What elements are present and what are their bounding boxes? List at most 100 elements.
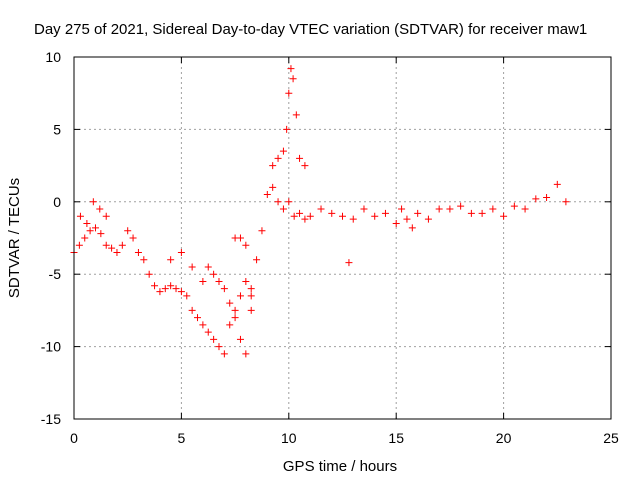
data-point (118, 241, 126, 249)
data-point (403, 215, 411, 223)
series-secondary-trace (167, 248, 255, 314)
data-point (210, 335, 218, 343)
chart-title: Day 275 of 2021, Sidereal Day-to-day VTE… (34, 21, 587, 38)
data-point (510, 202, 518, 210)
data-point (199, 321, 207, 329)
data-point (226, 321, 234, 329)
data-point (199, 277, 207, 285)
data-point (360, 205, 368, 213)
data-point (215, 277, 223, 285)
data-point (129, 234, 137, 242)
grid (74, 57, 611, 419)
data-point (301, 215, 309, 223)
data-point (145, 270, 153, 278)
x-tick-label: 20 (496, 430, 512, 446)
data-point (247, 306, 255, 314)
data-point (75, 241, 83, 249)
data-point (242, 350, 250, 358)
series-spike (269, 65, 309, 170)
data-point (183, 292, 191, 300)
data-point (204, 328, 212, 336)
data-point (86, 227, 94, 235)
data-point (97, 230, 105, 238)
data-point (96, 205, 104, 213)
data-point (188, 306, 196, 314)
plot-frame (73, 56, 612, 420)
y-axis-label: SDTVAR / TECUs (6, 178, 23, 298)
data-point (161, 285, 169, 293)
data-point (156, 288, 164, 296)
data-point (446, 205, 454, 213)
data-point (231, 306, 239, 314)
data-point (289, 75, 297, 83)
x-tick-label: 10 (281, 430, 297, 446)
data-point (204, 263, 212, 271)
data-point (279, 205, 287, 213)
data-point (220, 285, 228, 293)
data-point (292, 111, 300, 119)
data-point (414, 209, 422, 217)
data-point (113, 248, 121, 256)
data-point (263, 191, 271, 199)
data-point (285, 89, 293, 97)
data-point (381, 209, 389, 217)
data-point (274, 154, 282, 162)
data-point (102, 212, 110, 220)
y-tick-label: -10 (41, 339, 61, 355)
data-point (285, 198, 293, 206)
data-point (457, 202, 465, 210)
data-point (236, 335, 244, 343)
data-point (301, 162, 309, 170)
data-point (392, 220, 400, 228)
data-point (328, 209, 336, 217)
data-point (435, 205, 443, 213)
data-point (306, 212, 314, 220)
data-point (83, 220, 91, 228)
data-point (532, 195, 540, 203)
series-isolated (345, 259, 353, 267)
data-point (210, 270, 218, 278)
data-point (236, 234, 244, 242)
axis-ticks: 0 5 10 15 20 25 -15 -10 -5 0 5 10 (41, 49, 619, 446)
y-tick-label: 5 (53, 121, 61, 137)
data-point (236, 292, 244, 300)
x-tick-label: 0 (70, 430, 78, 446)
data-point (349, 215, 357, 223)
data-point (91, 224, 99, 232)
data-point (140, 256, 148, 264)
data-point (134, 248, 142, 256)
data-point (553, 180, 561, 188)
data-point (242, 241, 250, 249)
data-point (247, 292, 255, 300)
data-point (247, 285, 255, 293)
x-tick-label: 15 (388, 430, 404, 446)
series-late-branch (231, 234, 255, 314)
data-point (521, 205, 529, 213)
data-point (242, 277, 250, 285)
data-point (345, 259, 353, 267)
data-point (167, 282, 175, 290)
data-point (258, 227, 266, 235)
data-point (489, 205, 497, 213)
y-tick-label: 10 (45, 49, 61, 65)
data-point (500, 212, 508, 220)
data-point (124, 227, 132, 235)
x-tick-label: 5 (178, 430, 186, 446)
data-point (371, 212, 379, 220)
data-point (188, 263, 196, 271)
data-marks (70, 65, 570, 358)
data-point (290, 212, 298, 220)
data-point (478, 209, 486, 217)
series-main-trace (70, 180, 570, 358)
data-point (269, 162, 277, 170)
data-point (76, 212, 84, 220)
data-point (296, 209, 304, 217)
data-point (296, 154, 304, 162)
data-point (283, 125, 291, 133)
data-point (543, 193, 551, 201)
data-point (81, 234, 89, 242)
data-point (215, 343, 223, 351)
data-point (317, 205, 325, 213)
series-early-branch (76, 198, 110, 228)
